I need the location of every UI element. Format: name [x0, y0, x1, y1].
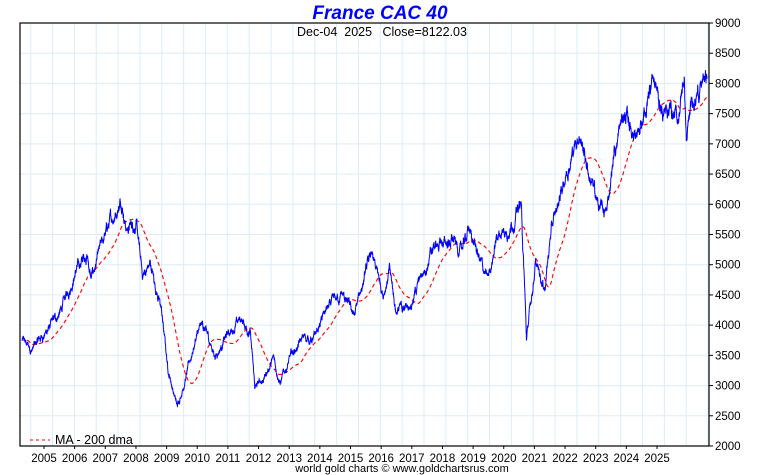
x-tick-label: 2017: [399, 453, 425, 465]
x-tick-label: 2024: [614, 453, 640, 465]
y-tick-label: 6500: [715, 169, 741, 181]
gridlines: [20, 23, 709, 446]
y-tick-label: 2000: [715, 441, 741, 453]
legend-ma-label: MA - 200 dma: [55, 433, 133, 447]
x-tick-label: 2012: [246, 453, 272, 465]
y-axis: 9000 8500 8000 7500 7000 6500 6000 5500 5000 4500…: [709, 18, 741, 453]
x-tick-label: 2018: [430, 453, 456, 465]
x-tick-label: 2005: [31, 453, 57, 465]
y-tick-label: 5000: [715, 260, 741, 272]
x-tick-label: 2019: [460, 453, 486, 465]
x-tick-label: 2014: [307, 453, 333, 465]
y-tick-label: 6000: [715, 199, 741, 211]
y-tick-label: 5500: [715, 230, 741, 242]
price-line: [21, 70, 708, 408]
y-tick-label: 8000: [715, 78, 741, 90]
chart-subtitle: Dec-04 2025 Close=8122.03: [297, 25, 467, 39]
y-tick-label: 7000: [715, 139, 741, 151]
x-tick-label: 2016: [368, 453, 394, 465]
x-tick-label: 2023: [583, 453, 609, 465]
x-tick-label: 2008: [123, 453, 149, 465]
x-tick-label: 2022: [552, 453, 578, 465]
x-tick-label: 2006: [62, 453, 88, 465]
y-tick-label: 2500: [715, 411, 741, 423]
x-tick-label: 2013: [276, 453, 302, 465]
x-axis: 2005 2006 2007 2008 2009 2010 2011 2012 2013 2014…: [31, 446, 670, 465]
y-tick-label: 8500: [715, 48, 741, 60]
x-tick-label: 2010: [184, 453, 210, 465]
y-tick-label: 3000: [715, 381, 741, 393]
x-tick-label: 2025: [644, 453, 670, 465]
y-tick-label: 4500: [715, 290, 741, 302]
ma-200-line: [26, 96, 708, 385]
x-tick-label: 2020: [491, 453, 517, 465]
x-tick-label: 2007: [93, 453, 119, 465]
y-tick-label: 7500: [715, 109, 741, 121]
y-tick-label: 3500: [715, 350, 741, 362]
chart-title: France CAC 40: [312, 3, 448, 24]
y-tick-label: 4000: [715, 320, 741, 332]
chart-footer: world gold charts © www.goldchartsrus.co…: [294, 463, 509, 475]
x-tick-label: 2009: [154, 453, 180, 465]
x-tick-label: 2015: [338, 453, 364, 465]
y-tick-label: 9000: [715, 18, 741, 30]
x-tick-label: 2011: [216, 453, 241, 465]
x-tick-label: 2021: [522, 453, 548, 465]
